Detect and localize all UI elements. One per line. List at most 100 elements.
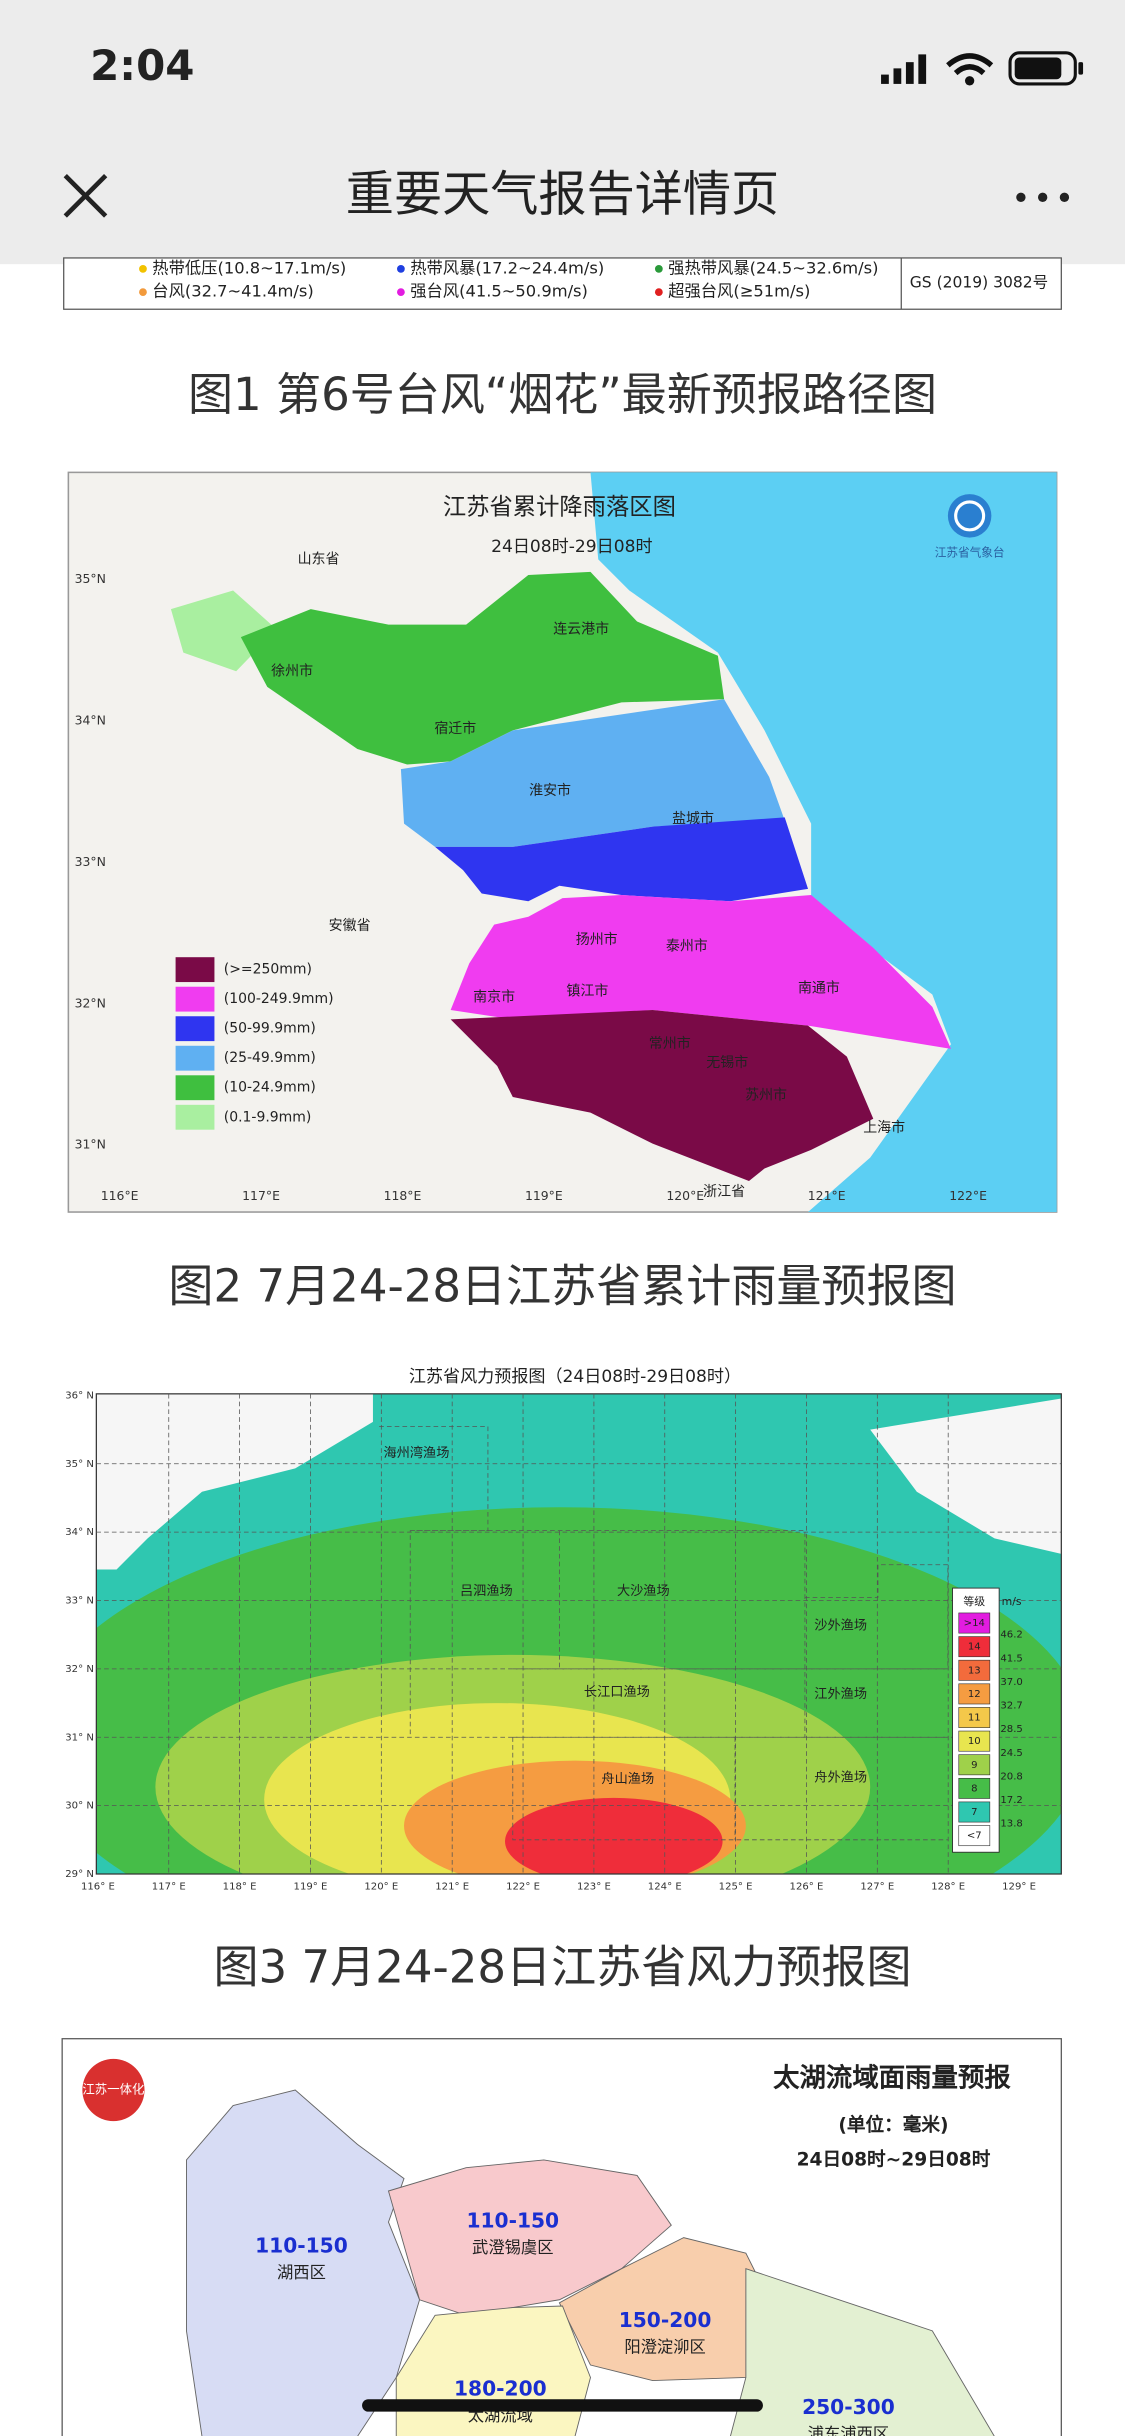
lat-label: 31° N (65, 1732, 94, 1743)
rain-zone (400, 699, 785, 847)
place-label: 南京市 (473, 989, 515, 1006)
header-bg (0, 0, 1125, 265)
legend-speed: 41.5 (1000, 1653, 1022, 1664)
land (870, 1398, 1062, 1554)
close-button[interactable] (63, 173, 108, 218)
legend-label: (25-49.9mm) (224, 1050, 316, 1066)
region-name: 湖西区 (277, 2263, 326, 2282)
place-label: 山东省 (298, 551, 340, 567)
legend-dot (139, 264, 147, 273)
legend-header: m/s (1002, 1595, 1022, 1608)
lon-label: 116°E (101, 1188, 139, 1203)
lon-label: 125° E (719, 1881, 753, 1892)
map-subtitle: 24日08时-29日08时 (491, 537, 652, 557)
region-range: 180-200 (454, 2376, 547, 2400)
lon-label: 119° E (294, 1881, 328, 1892)
lon-label: 128° E (931, 1881, 965, 1892)
region-range: 110-150 (466, 2209, 559, 2233)
legend-swatch (175, 1104, 215, 1130)
lon-label: 116° E (81, 1881, 115, 1892)
lon-label: 117°E (242, 1188, 280, 1203)
legend-swatch (958, 1777, 991, 1799)
lat-label: 32° N (65, 1664, 94, 1675)
lat-label: 33° N (65, 1596, 94, 1607)
place-label: 宿迁市 (434, 720, 476, 737)
legend-swatch (958, 1612, 991, 1634)
place-label: 盐城市 (672, 810, 714, 827)
lat-label: 30° N (65, 1801, 94, 1812)
legend-speed: 46.2 (1000, 1630, 1022, 1641)
rain-zone (240, 571, 725, 765)
lat-label: 32°N (75, 995, 106, 1010)
lat-label: 36° N (65, 1390, 94, 1401)
more-button[interactable] (1016, 192, 1070, 203)
place-label: 泰州市 (666, 937, 708, 954)
area-label: 大沙渔场 (617, 1583, 670, 1599)
area-label: 吕泗渔场 (460, 1583, 513, 1599)
area-label: 舟外渔场 (814, 1770, 867, 1786)
legend-level: 7 (971, 1807, 977, 1818)
legend-level: 13 (968, 1665, 981, 1676)
lon-label: 129° E (1002, 1881, 1036, 1892)
legend-speed: 28.5 (1000, 1724, 1022, 1735)
basin-logo (82, 2058, 145, 2122)
legend-level: 14 (968, 1642, 981, 1653)
legend-level: 12 (968, 1689, 981, 1700)
rect (881, 74, 889, 84)
legend-header: 等级 (963, 1594, 985, 1608)
rect (893, 68, 902, 84)
legend-label: (0.1-9.9mm) (224, 1109, 312, 1125)
place-label: 淮安市 (529, 782, 571, 799)
typhoon-legend: 热带低压(10.8~17.1m/s) 热带风暴(17.2~24.4m/s) 强热带风… (139, 258, 878, 301)
figure-caption: 图3 7月24-28日江苏省风力预报图 (213, 1940, 911, 1993)
region-name: 浦东浦西区 (808, 2424, 889, 2436)
area-label: 沙外渔场 (814, 1617, 867, 1633)
legend-level: 11 (968, 1713, 981, 1724)
legend-swatch (175, 986, 215, 1012)
place-label: 扬州市 (576, 931, 618, 948)
legend-label: (10-24.9mm) (224, 1080, 316, 1096)
legend-label: 热带低压(10.8~17.1m/s) (152, 258, 346, 277)
land (96, 1393, 373, 1570)
rain-zone (450, 1010, 874, 1181)
legend-swatch (958, 1754, 991, 1776)
map-title: 江苏省风力预报图（24日08时-29日08时） (409, 1367, 741, 1387)
legend-level: >14 (964, 1618, 985, 1629)
legend-speed: 32.7 (1000, 1701, 1022, 1712)
map-approval: GS (2019) 3082号 (910, 273, 1048, 291)
lat-label: 29° N (65, 1869, 94, 1880)
legend-speed: 13.8 (1000, 1819, 1022, 1830)
legend-swatch (958, 1659, 991, 1681)
lon-label: 120°E (666, 1188, 704, 1203)
wind-zone (505, 1797, 723, 1875)
legend-swatch (958, 1707, 991, 1728)
page-title: 重要天气报告详情页 (346, 166, 779, 222)
legend-swatch (958, 1801, 991, 1823)
legend-swatch (958, 1683, 991, 1705)
weather-logo-ring (954, 500, 986, 532)
place-label: 苏州市 (745, 1086, 787, 1103)
legend-label: 台风(32.7~41.4m/s) (152, 282, 313, 301)
home-indicator (362, 2399, 763, 2412)
legend-swatch (175, 1016, 215, 1042)
figure-caption: 图2 7月24-28日江苏省累计雨量预报图 (168, 1260, 956, 1313)
lon-label: 117° E (152, 1881, 186, 1892)
wifi-dot (964, 76, 975, 86)
map-frame (95, 1393, 1062, 1875)
logo-text: 江苏一体化 (82, 2081, 144, 2096)
lon-label: 126° E (790, 1881, 824, 1892)
more-dot (1059, 192, 1070, 203)
legend-dot (654, 288, 663, 297)
rect (918, 54, 927, 84)
wind-legend: 等级 m/s >14 14 13 12 11 10 9 8 7 <7 46.2 41.5 37.0 32.7 2… (958, 1594, 1023, 1847)
sea (590, 472, 1057, 1213)
more-dot (1038, 192, 1048, 203)
place-label: 浙江省 (703, 1184, 745, 1200)
legend-label: 强台风(41.5~50.9m/s) (410, 282, 588, 301)
battery-cap (1078, 62, 1084, 75)
lon-label: 120° E (364, 1881, 398, 1892)
lon-label: 121°E (808, 1188, 846, 1203)
place-label: 徐州市 (271, 662, 313, 679)
